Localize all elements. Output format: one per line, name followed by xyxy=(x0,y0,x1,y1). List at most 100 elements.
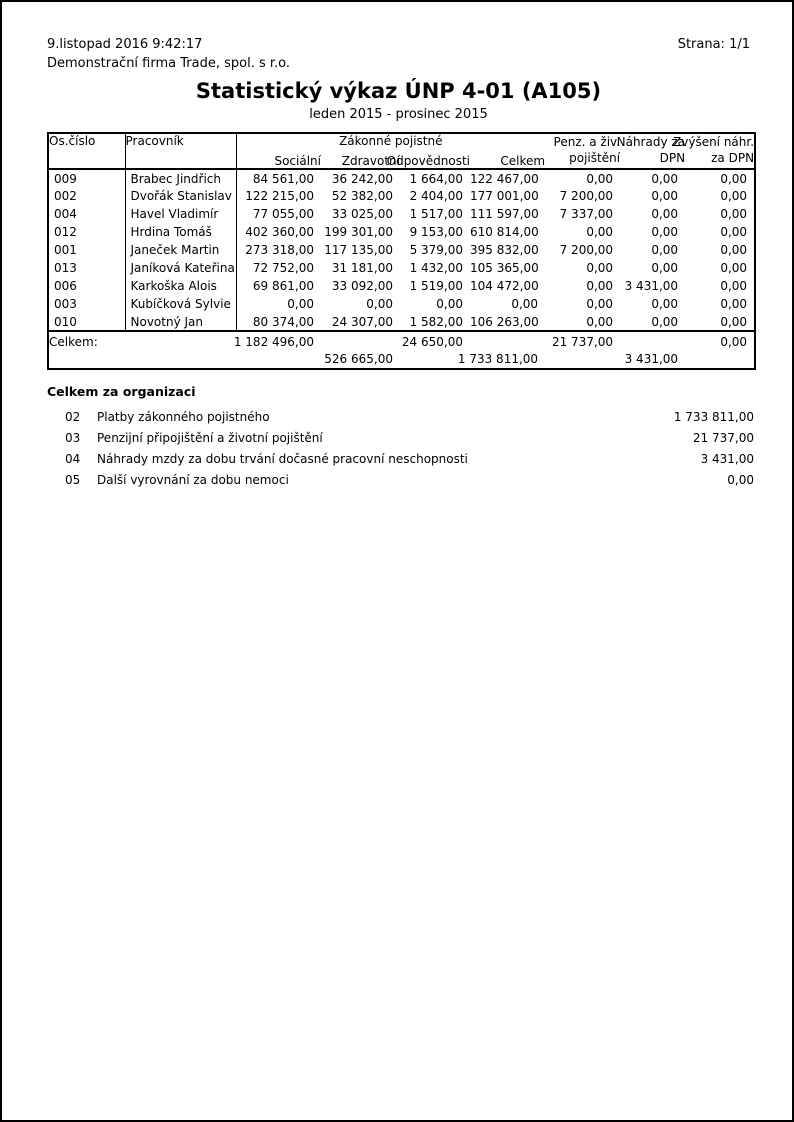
cell-nahrady: 0,00 xyxy=(651,171,679,186)
cell-penz: 0,00 xyxy=(586,279,614,293)
summary-code: 02 xyxy=(65,410,81,424)
col-header-penz-a-ziv: Penz. a živ. pojištění xyxy=(545,133,621,170)
col-header-penz-line1: Penz. a živ. xyxy=(553,135,621,149)
summary-value: 3 431,00 xyxy=(700,452,754,466)
cell-pracovnik: Karkoška Alois xyxy=(125,277,237,295)
totals-penz-value: 21 737,00 xyxy=(551,335,614,349)
cell-zdravotni: 117 135,00 xyxy=(324,243,393,257)
cell-penz: 7 200,00 xyxy=(559,243,614,257)
cell-zdravotni: 36 242,00 xyxy=(331,171,393,186)
cell-zvyseni: 0,00 xyxy=(720,171,748,186)
totals-row-2: 526 665,00 1 733 811,00 3 431,00 xyxy=(48,350,755,369)
summary-label: Penzijní připojištění a životní pojištěn… xyxy=(97,431,323,445)
table-row: 012 Hrdina Tomáš 402 360,00 199 301,00 9… xyxy=(48,223,755,241)
cell-socialni: 80 374,00 xyxy=(252,314,314,329)
summary-code: 04 xyxy=(65,452,81,466)
cell-odpovednosti: 1 432,00 xyxy=(409,261,463,275)
cell-celkem: 105 365,00 xyxy=(470,261,539,275)
cell-zvyseni: 0,00 xyxy=(720,225,748,239)
cell-celkem: 111 597,00 xyxy=(470,207,539,221)
cell-socialni: 72 752,00 xyxy=(252,261,314,275)
cell-nahrady: 0,00 xyxy=(651,243,679,257)
report-period: leden 2015 - prosinec 2015 xyxy=(309,107,488,122)
cell-zvyseni: 0,00 xyxy=(720,297,748,311)
totals-celkem-value: 1 733 811,00 xyxy=(457,352,539,366)
totals-empty-penz xyxy=(545,350,620,369)
report-content: 9.listopad 2016 9:42:17 Demonstrační fir… xyxy=(2,2,792,493)
summary-label: Další vyrovnání za dobu nemoci xyxy=(97,473,289,487)
cell-os-cislo: 003 xyxy=(48,295,126,313)
summary-value: 0,00 xyxy=(727,473,754,487)
cell-nahrady: 0,00 xyxy=(651,189,679,203)
cell-socialni: 69 861,00 xyxy=(252,279,314,293)
summary-value: 21 737,00 xyxy=(692,431,754,445)
totals-empty-nahrady xyxy=(620,330,686,350)
col-header-celkem-label: Celkem xyxy=(500,154,546,168)
cell-odpovednosti: 1 664,00 xyxy=(409,171,463,186)
cell-zdravotni: 24 307,00 xyxy=(331,314,393,329)
col-header-pracovnik: Pracovník xyxy=(125,133,237,170)
organization-summary: Celkem za organizaci 02 Platby zákonného… xyxy=(47,384,754,493)
cell-pracovnik: Kubíčková Sylvie xyxy=(125,295,237,313)
cell-socialni: 0,00 xyxy=(287,297,314,311)
cell-os-cislo: 012 xyxy=(48,223,126,241)
cell-nahrady: 0,00 xyxy=(651,225,679,239)
cell-nahrady: 0,00 xyxy=(651,207,679,221)
col-header-zvyseni-line1: Zvýšení náhr. xyxy=(673,135,755,149)
cell-zdravotni: 0,00 xyxy=(366,297,393,311)
table-body: 009 Brabec Jindřich 84 561,00 36 242,00 … xyxy=(48,169,755,331)
totals-socialni-value: 1 182 496,00 xyxy=(233,335,314,349)
col-header-zvyseni-line2: za DPN xyxy=(711,151,755,165)
cell-zdravotni: 31 181,00 xyxy=(331,261,393,275)
col-header-os-cislo: Os.číslo xyxy=(48,133,126,170)
totals-row-1: Celkem: 1 182 496,00 24 650,00 21 737,00… xyxy=(48,330,756,350)
cell-odpovednosti: 1 519,00 xyxy=(409,279,463,293)
cell-penz: 7 337,00 xyxy=(559,207,614,221)
cell-celkem: 104 472,00 xyxy=(470,279,539,293)
summary-title: Celkem za organizaci xyxy=(47,384,196,399)
cell-pracovnik: Havel Vladimír xyxy=(125,205,237,223)
totals-nahrady-value: 3 431,00 xyxy=(624,352,679,366)
cell-zdravotni: 33 092,00 xyxy=(331,279,393,293)
totals-empty-zvyseni xyxy=(685,350,755,369)
table-row: 002 Dvořák Stanislav 122 215,00 52 382,0… xyxy=(48,187,755,205)
totals-empty-socialni xyxy=(236,350,321,369)
cell-odpovednosti: 5 379,00 xyxy=(409,243,463,257)
cell-odpovednosti: 1 517,00 xyxy=(409,207,463,221)
col-header-celkem: Celkem xyxy=(470,152,546,170)
cell-zdravotni: 199 301,00 xyxy=(324,225,393,239)
cell-penz: 0,00 xyxy=(586,171,614,186)
col-header-zdravotni: Zdravotní xyxy=(321,152,400,170)
totals-zvyseni: 0,00 xyxy=(685,330,756,350)
totals-empty-zdravotni xyxy=(321,330,400,350)
totals-socialni: 1 182 496,00 xyxy=(233,330,321,350)
cell-zvyseni: 0,00 xyxy=(720,261,748,275)
cell-celkem: 610 814,00 xyxy=(470,225,539,239)
col-header-nahrady-dpn: Náhrady za DPN xyxy=(617,133,686,170)
totals-empty-label xyxy=(48,350,236,369)
cell-penz: 0,00 xyxy=(586,297,614,311)
table-row: 013 Janíková Kateřina 72 752,00 31 181,0… xyxy=(48,259,755,277)
col-header-socialni-label: Sociální xyxy=(274,154,321,168)
table-row: 003 Kubíčková Sylvie 0,00 0,00 0,00 0,00… xyxy=(48,295,755,313)
cell-zvyseni: 0,00 xyxy=(720,207,748,221)
col-header-nahrady-line2: DPN xyxy=(659,151,686,165)
cell-odpovednosti: 1 582,00 xyxy=(409,314,463,329)
report-header-left: 9.listopad 2016 9:42:17 Demonstrační fir… xyxy=(47,35,290,73)
table-row: 006 Karkoška Alois 69 861,00 33 092,00 1… xyxy=(48,277,755,295)
page-number: Strana: 1/1 xyxy=(677,37,750,52)
cell-pracovnik: Hrdina Tomáš xyxy=(125,223,237,241)
totals-zdravotni-value: 526 665,00 xyxy=(324,352,393,366)
cell-pracovnik: Janeček Martin xyxy=(125,241,237,259)
summary-row: 02 Platby zákonného pojistného 1 733 811… xyxy=(47,409,754,430)
summary-row: 05 Další vyrovnání za dobu nemoci 0,00 xyxy=(47,472,754,493)
table-row: 009 Brabec Jindřich 84 561,00 36 242,00 … xyxy=(48,169,755,187)
cell-zvyseni: 0,00 xyxy=(720,279,748,293)
cell-socialni: 77 055,00 xyxy=(252,207,314,221)
col-header-odpovednosti: Odpovědnosti xyxy=(387,152,470,170)
cell-nahrady: 3 431,00 xyxy=(624,279,679,293)
totals-odpovednosti-value: 24 650,00 xyxy=(401,335,463,349)
totals-zvyseni-value: 0,00 xyxy=(720,335,748,349)
col-header-odpovednosti-label: Odpovědnosti xyxy=(386,154,470,168)
